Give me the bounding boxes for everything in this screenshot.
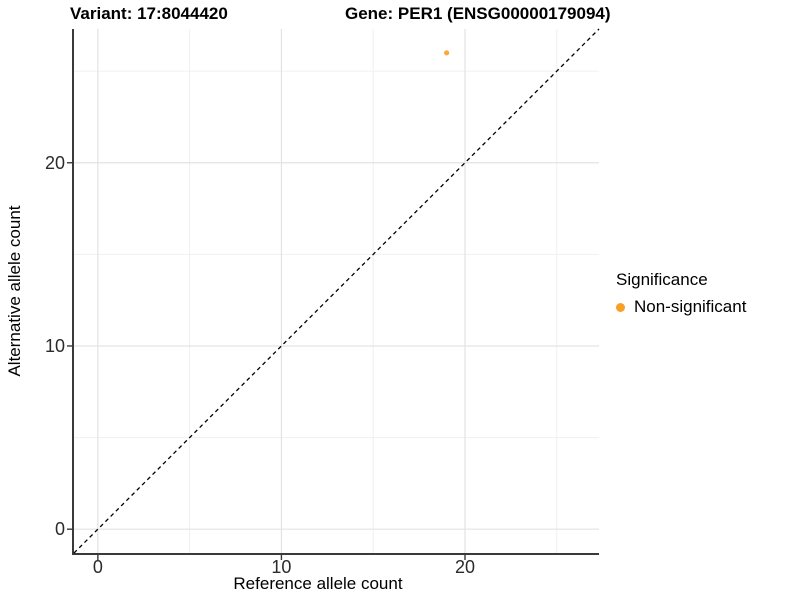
legend-title: Significance	[616, 270, 708, 289]
plot-canvas	[67, 28, 600, 560]
x-tick-label: 20	[454, 557, 475, 577]
x-tick-label: 0	[92, 557, 103, 577]
x-tick-label: 10	[271, 557, 292, 577]
non-significant-point-icon	[616, 302, 625, 312]
y-axis-tick-labels: 0 10 20	[0, 29, 65, 553]
x-axis-title: Reference allele count	[233, 574, 403, 593]
y-tick-label: 10	[44, 335, 65, 356]
legend-entry-label: Non-significant	[634, 297, 747, 316]
identity-line	[73, 28, 600, 554]
variant-title: Variant: 17:8044420	[70, 4, 228, 23]
y-tick-label: 0	[54, 519, 65, 540]
gene-title: Gene: PER1 (ENSG00000179094)	[345, 4, 611, 23]
y-axis-title: Alternative allele count	[5, 205, 24, 377]
plot-panel	[67, 28, 600, 560]
data-point	[444, 50, 450, 56]
y-tick-label: 20	[44, 152, 65, 173]
x-axis-tick-labels: 0 10 20	[74, 557, 599, 579]
legend: Significance Non-significant	[616, 270, 746, 317]
legend-entry-non-significant: Non-significant	[616, 297, 746, 317]
